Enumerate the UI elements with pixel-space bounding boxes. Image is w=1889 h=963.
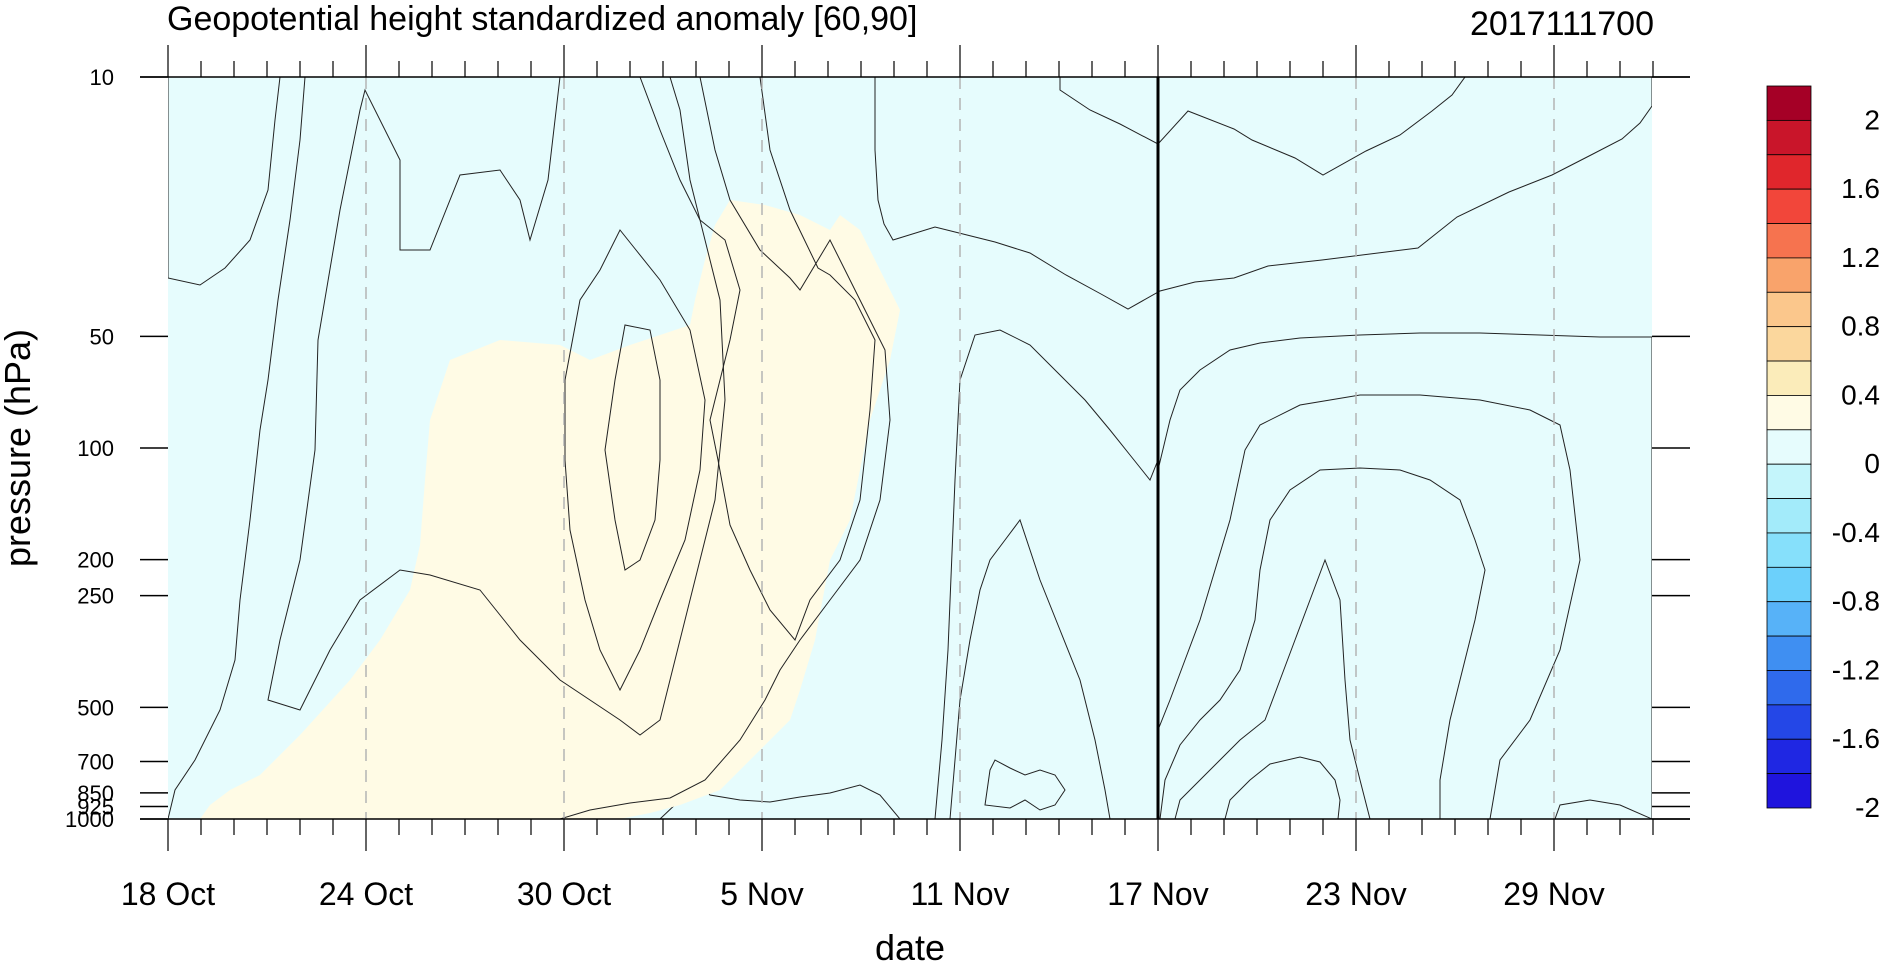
region-pos-0-8-nov <box>984 759 1066 811</box>
colorbar-swatch <box>1766 154 1812 190</box>
colorbar-label: -0.8 <box>1832 586 1880 617</box>
colorbar-swatch <box>1766 704 1812 740</box>
x-tick-label: 17 Nov <box>1107 876 1208 912</box>
x-tick-label: 18 Oct <box>121 876 215 912</box>
y-tick-label: 250 <box>77 584 114 609</box>
y-tick-label: 1000 <box>65 807 114 832</box>
y-axis-ticks <box>140 76 1690 820</box>
colorbar-label: 0.8 <box>1841 311 1880 342</box>
region-pos-0-base-a <box>200 200 900 819</box>
y-tick-label: 100 <box>77 436 114 461</box>
colorbar-swatch <box>1766 326 1812 362</box>
region-neg-top-left <box>168 77 281 286</box>
colorbar-swatch <box>1766 498 1812 534</box>
region-pos-0-left <box>168 77 891 819</box>
x-axis-ticks <box>167 45 1654 851</box>
colorbar-swatch <box>1766 188 1812 224</box>
region-pos-0-right <box>1157 332 1652 819</box>
x-tick-label: 24 Oct <box>319 876 413 912</box>
colorbar-swatch <box>1766 257 1812 293</box>
colorbar-label: -2 <box>1855 792 1880 823</box>
region-neg-0-4-right <box>874 77 1652 310</box>
colorbar-labels: 2 1.6 1.2 0.8 0.4 0 -0.4 -0.8 -1.2 -1.6 -2 <box>1832 104 1880 823</box>
region-pos-0-4-right <box>1157 394 1581 819</box>
colorbar-swatch <box>1766 635 1812 671</box>
colorbar-label: -1.2 <box>1832 654 1880 685</box>
colorbar-label: 0.4 <box>1841 379 1880 410</box>
colorbar-label: -1.6 <box>1832 723 1880 754</box>
x-tick-label: 11 Nov <box>910 876 1009 912</box>
colorbar-swatch <box>1766 532 1812 568</box>
y-tick-label: 10 <box>90 65 114 90</box>
colorbar-swatch <box>1766 429 1812 465</box>
colorbar-swatch <box>1766 670 1812 706</box>
region-pos-1-2-right <box>1174 558 1371 819</box>
y-tick-label: 850 <box>77 781 114 806</box>
colorbar-swatch <box>1766 360 1812 396</box>
colorbar-swatch <box>1766 463 1812 499</box>
region-neg-bottom-3 <box>1554 799 1652 819</box>
colorbar-label: 0 <box>1864 448 1880 479</box>
colorbar-label: -0.4 <box>1832 517 1880 548</box>
region-pos-0-4-left <box>267 77 726 736</box>
y-tick-label: 200 <box>77 548 114 573</box>
region-pos-0-8-right <box>1159 467 1486 819</box>
y-tick-label: 925 <box>77 794 114 819</box>
x-tick-label: 29 Nov <box>1503 876 1604 912</box>
x-axis-labels: 18 Oct 24 Oct 30 Oct 5 Nov 11 Nov 17 Nov 23 No… <box>121 876 1605 912</box>
region-pos-1-6-right <box>1224 756 1341 819</box>
date-gridlines <box>365 77 1555 819</box>
colorbar-swatch <box>1766 85 1812 121</box>
y-tick-label: 50 <box>90 324 114 349</box>
x-tick-label: 23 Nov <box>1305 876 1406 912</box>
plot-frame <box>140 76 1690 820</box>
chart-title: Geopotential height standardized anomaly… <box>167 0 917 38</box>
region-pos-0-4-nov <box>949 518 1111 819</box>
colorbar-label: 2 <box>1864 104 1880 135</box>
region-pos-0-mid <box>669 77 876 641</box>
colorbar <box>1766 85 1812 809</box>
colorbar-swatch <box>1766 738 1812 775</box>
colorbar-label: 1.6 <box>1841 173 1880 204</box>
region-pos-1-2-left <box>604 324 661 571</box>
y-axis-title: pressure (hPa) <box>0 329 38 567</box>
colorbar-swatch <box>1766 566 1812 603</box>
y-tick-label: 500 <box>77 695 114 720</box>
region-pos-0-8-left <box>564 229 706 692</box>
colorbar-swatch <box>1766 601 1812 637</box>
colorbar-swatch <box>1766 395 1812 431</box>
region-pos-0-nov <box>934 329 1159 819</box>
colorbar-swatch <box>1766 119 1812 156</box>
x-tick-label: 30 Oct <box>517 876 611 912</box>
colorbar-swatch <box>1766 223 1812 259</box>
colorbar-swatch <box>1766 291 1812 328</box>
region-neg-0-8-right <box>1059 77 1466 176</box>
contour-field <box>168 77 1652 819</box>
colorbar-label: 1.2 <box>1841 242 1880 273</box>
colorbar-swatch <box>1766 773 1812 809</box>
y-tick-label: 700 <box>77 750 114 775</box>
x-axis-title: date <box>875 927 945 963</box>
x-tick-label: 5 Nov <box>720 876 804 912</box>
chart-datestamp: 2017111700 <box>1470 5 1654 43</box>
